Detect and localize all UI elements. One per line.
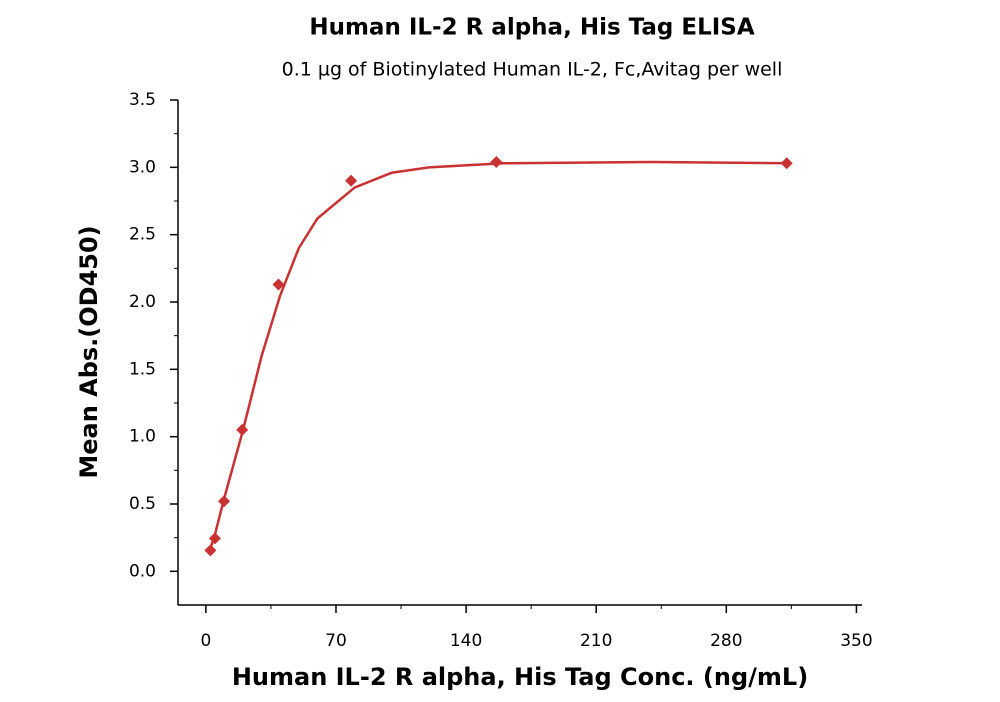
x-tick-label: 140	[450, 631, 482, 651]
x-axis-label: Human IL-2 R alpha, His Tag Conc. (ng/mL…	[232, 663, 808, 691]
x-tick-label: 70	[325, 631, 347, 651]
y-axis-label: Mean Abs.(OD450)	[75, 225, 103, 478]
fit-curve	[209, 160, 787, 549]
y-tick-label: 3.5	[129, 90, 156, 110]
data-point	[490, 155, 503, 168]
data-point	[218, 495, 231, 508]
data-point	[345, 174, 358, 187]
x-tick-label: 350	[840, 631, 872, 651]
y-tick-label: 1.0	[129, 427, 156, 447]
y-tick-label: 2.5	[129, 225, 156, 245]
y-tick-label: 3.0	[129, 157, 156, 177]
x-tick-label: 280	[710, 631, 742, 651]
data-point	[272, 278, 285, 291]
chart-title: Human IL-2 R alpha, His Tag ELISA	[309, 15, 755, 41]
y-tick-label: 2.0	[129, 292, 156, 312]
data-point	[208, 532, 221, 545]
data-point	[204, 544, 217, 557]
data-point	[780, 157, 793, 170]
x-tick-label: 210	[580, 631, 612, 651]
y-tick-label: 0.5	[129, 494, 156, 514]
chart-subtitle: 0.1 µg of Biotinylated Human IL-2, Fc,Av…	[282, 59, 783, 81]
data-point	[236, 423, 249, 436]
y-tick-label: 1.5	[129, 359, 156, 379]
x-tick-label: 0	[200, 631, 211, 651]
y-tick-label: 0.0	[129, 561, 156, 581]
